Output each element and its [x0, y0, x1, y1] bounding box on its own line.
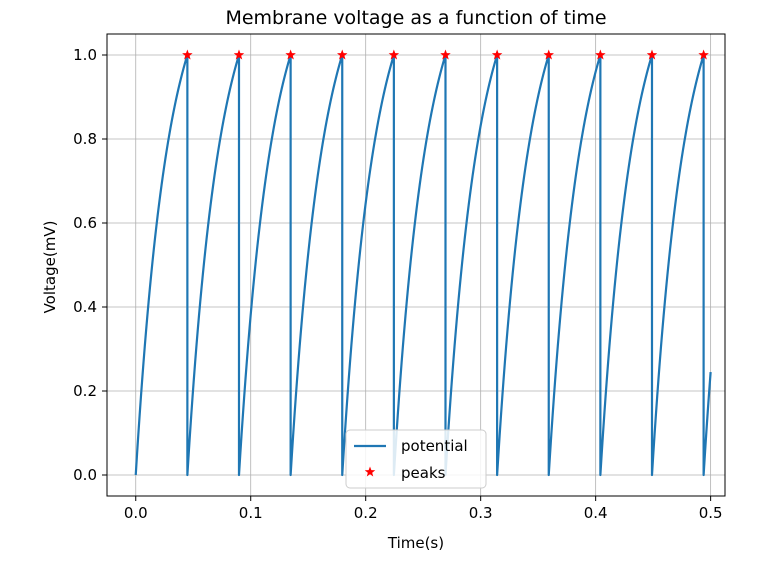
- peak-markers: [182, 49, 709, 60]
- legend-box: [345, 429, 487, 489]
- axes-frame: [106, 33, 726, 497]
- peak-marker: [491, 49, 503, 60]
- legend-peaks-label: peaks: [401, 464, 446, 482]
- y-tick-label: 0.0: [73, 466, 97, 484]
- legend-potential-label: potential: [401, 437, 468, 455]
- y-tick-label: 0.4: [73, 298, 97, 316]
- chart-title: Membrane voltage as a function of time: [225, 7, 606, 29]
- y-tick-label: 0.6: [73, 214, 97, 232]
- peak-marker: [440, 49, 451, 60]
- peak-marker: [646, 49, 658, 60]
- peak-marker: [182, 49, 193, 60]
- x-tick-label: 0.4: [584, 504, 608, 522]
- x-tick-label: 0.0: [124, 504, 148, 522]
- peak-marker: [285, 49, 296, 60]
- x-tick-label: 0.1: [239, 504, 263, 522]
- peak-marker: [337, 49, 348, 60]
- x-tick-label: 0.2: [354, 504, 378, 522]
- y-axis-label: Voltage(mV): [41, 221, 59, 314]
- x-tick-label: 0.5: [699, 504, 723, 522]
- peak-marker: [595, 49, 606, 60]
- y-axis: 0.0 0.2 0.4 0.6 0.8 1.0: [73, 46, 107, 484]
- legend: potential peaks: [345, 429, 487, 489]
- peak-marker: [233, 49, 245, 60]
- y-tick-label: 1.0: [73, 46, 97, 64]
- peak-marker: [543, 49, 554, 60]
- plot-area: [134, 53, 712, 477]
- y-tick-label: 0.8: [73, 130, 97, 148]
- x-tick-label: 0.3: [469, 504, 493, 522]
- potential-line: [134, 53, 712, 477]
- y-tick-label: 0.2: [73, 382, 97, 400]
- legend-peaks-swatch: [364, 466, 376, 477]
- x-axis: 0.0 0.1 0.2 0.3 0.4 0.5: [124, 496, 723, 522]
- peak-marker: [388, 49, 400, 60]
- x-axis-label: Time(s): [387, 534, 444, 552]
- peak-marker: [698, 49, 709, 60]
